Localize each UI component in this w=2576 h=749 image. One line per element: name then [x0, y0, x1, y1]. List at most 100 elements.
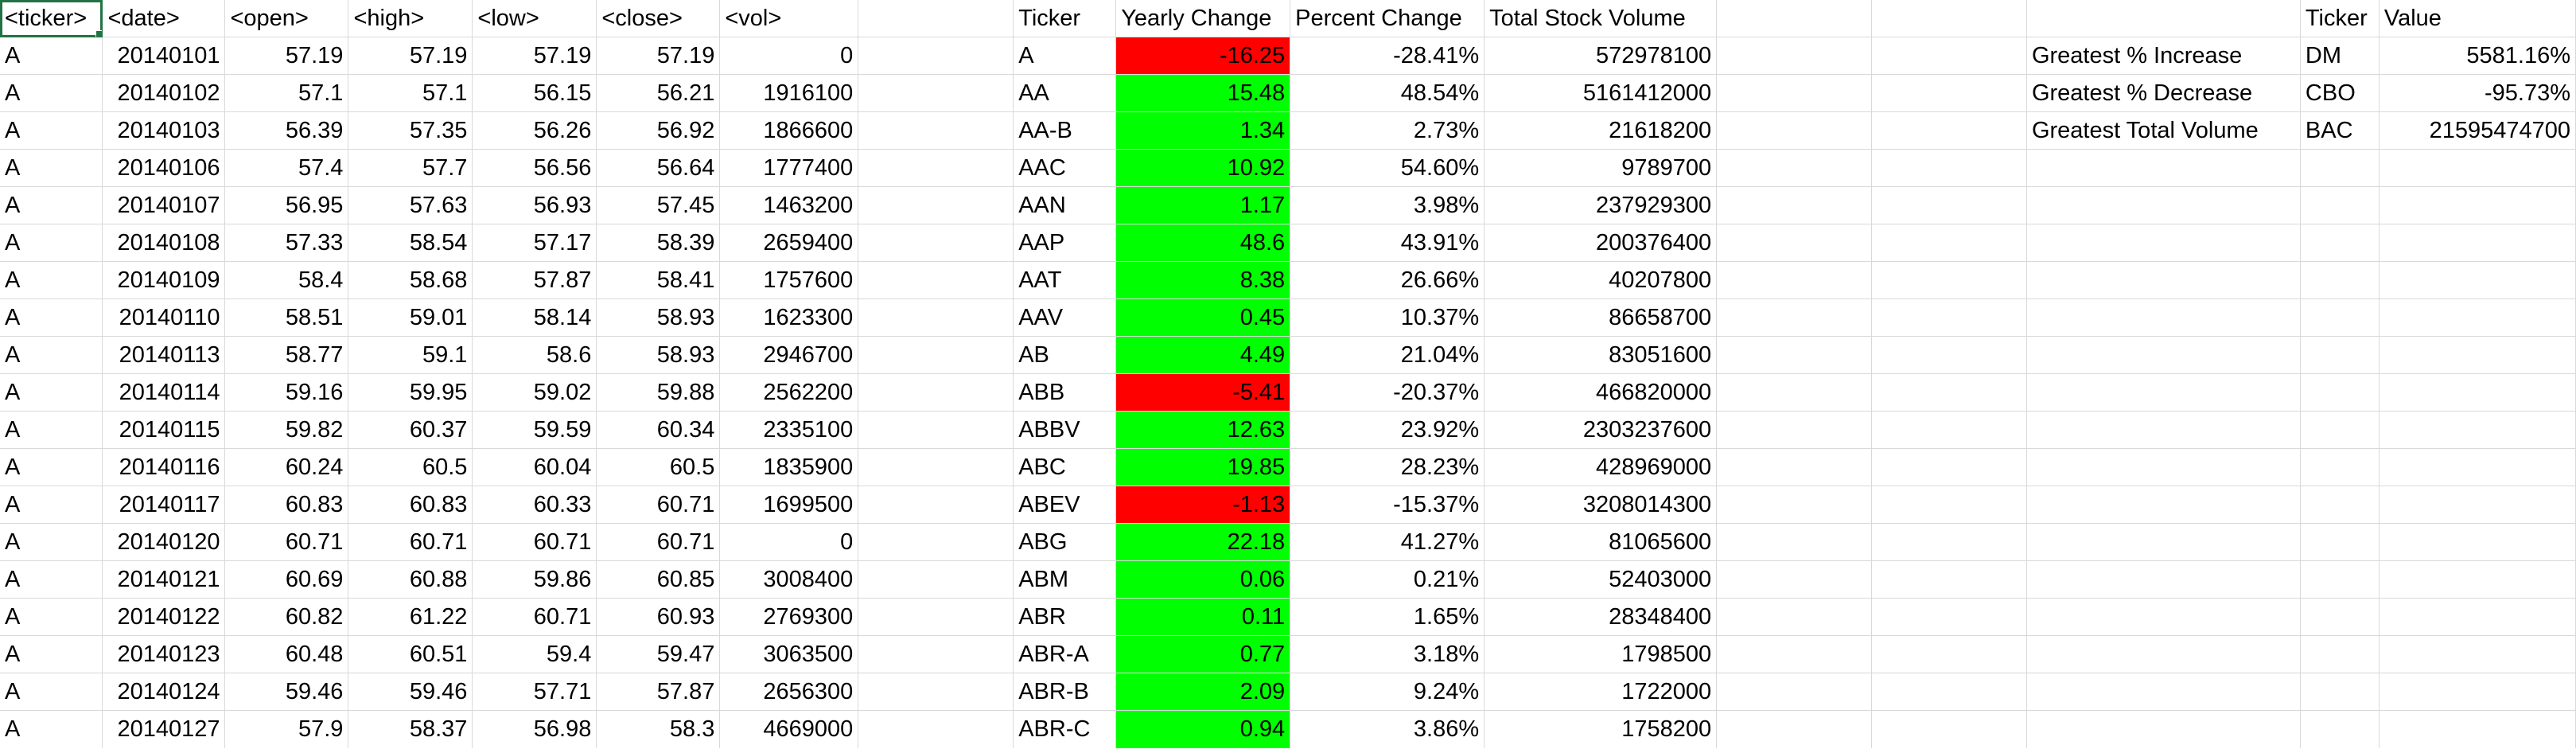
summary-header-cell[interactable]: Total Stock Volume — [1484, 0, 1718, 37]
empty-cell[interactable] — [2026, 486, 2301, 524]
empty-cell[interactable] — [858, 635, 1014, 673]
empty-cell[interactable] — [1871, 523, 2027, 561]
raw-data-cell[interactable]: A — [0, 298, 103, 337]
empty-cell[interactable] — [1716, 635, 1873, 673]
empty-cell[interactable] — [1871, 486, 2027, 524]
empty-cell[interactable] — [858, 186, 1014, 224]
empty-cell[interactable] — [1871, 635, 2027, 673]
raw-data-cell[interactable]: 57.71 — [472, 673, 597, 711]
raw-data-cell[interactable]: 58.93 — [596, 336, 721, 374]
raw-data-cell[interactable]: 58.39 — [596, 224, 721, 262]
raw-data-cell[interactable]: 20140102 — [102, 74, 226, 112]
empty-cell[interactable] — [1871, 448, 2027, 486]
empty-cell[interactable] — [2026, 336, 2301, 374]
raw-data-cell[interactable]: A — [0, 186, 103, 224]
empty-cell[interactable] — [2026, 448, 2301, 486]
empty-cell[interactable] — [2379, 149, 2576, 187]
empty-cell[interactable] — [2379, 560, 2576, 599]
yearly-change-cell[interactable]: 22.18 — [1115, 523, 1291, 561]
empty-cell[interactable] — [858, 37, 1014, 75]
raw-data-cell[interactable]: 60.04 — [472, 448, 597, 486]
total-volume-cell[interactable]: 1722000 — [1484, 673, 1718, 711]
empty-cell[interactable] — [2300, 149, 2379, 187]
yearly-change-cell[interactable]: 2.09 — [1115, 673, 1291, 711]
raw-data-cell[interactable]: 58.3 — [596, 710, 721, 748]
percent-change-cell[interactable]: 21.04% — [1290, 336, 1485, 374]
raw-data-cell[interactable]: 20140106 — [102, 149, 226, 187]
raw-data-cell[interactable]: 20140123 — [102, 635, 226, 673]
greatest-label-cell[interactable]: Greatest Total Volume — [2026, 111, 2301, 150]
empty-cell[interactable] — [1871, 224, 2027, 262]
raw-data-cell[interactable]: A — [0, 74, 103, 112]
empty-cell[interactable] — [858, 523, 1014, 561]
empty-cell[interactable] — [1716, 373, 1873, 412]
raw-data-cell[interactable]: 57.19 — [348, 37, 473, 75]
percent-change-cell[interactable]: 3.86% — [1290, 710, 1485, 748]
greatest-value-cell[interactable]: -95.73% — [2379, 74, 2576, 112]
empty-cell[interactable] — [1716, 111, 1873, 150]
empty-cell[interactable] — [2300, 373, 2379, 412]
raw-data-cell[interactable]: 58.93 — [596, 298, 721, 337]
empty-cell[interactable] — [2300, 673, 2379, 711]
empty-cell[interactable] — [2300, 186, 2379, 224]
empty-cell[interactable] — [1716, 336, 1873, 374]
greatest-ticker-cell[interactable]: BAC — [2300, 111, 2379, 150]
empty-cell[interactable] — [1716, 560, 1873, 599]
raw-data-cell[interactable]: 57.19 — [472, 37, 597, 75]
empty-cell[interactable] — [1871, 111, 2027, 150]
empty-cell[interactable] — [2300, 224, 2379, 262]
empty-cell[interactable] — [1716, 448, 1873, 486]
raw-data-cell[interactable]: 2769300 — [719, 598, 859, 636]
raw-data-cell[interactable]: 1916100 — [719, 74, 859, 112]
greatest-header-cell[interactable]: Ticker — [2300, 0, 2379, 37]
raw-data-cell[interactable]: A — [0, 111, 103, 150]
summary-ticker-cell[interactable]: AAC — [1013, 149, 1117, 187]
summary-ticker-cell[interactable]: ABR-A — [1013, 635, 1117, 673]
summary-ticker-cell[interactable]: AAT — [1013, 261, 1117, 299]
percent-change-cell[interactable]: 26.66% — [1290, 261, 1485, 299]
empty-cell[interactable] — [1871, 74, 2027, 112]
empty-cell[interactable] — [858, 336, 1014, 374]
empty-cell[interactable] — [2379, 186, 2576, 224]
empty-cell[interactable] — [1716, 486, 1873, 524]
raw-data-cell[interactable]: 56.15 — [472, 74, 597, 112]
raw-data-cell[interactable]: 20140127 — [102, 710, 226, 748]
empty-cell[interactable] — [1716, 0, 1873, 37]
raw-data-cell[interactable]: 60.24 — [224, 448, 349, 486]
empty-cell[interactable] — [1716, 74, 1873, 112]
raw-data-cell[interactable]: 59.46 — [224, 673, 349, 711]
empty-cell[interactable] — [858, 111, 1014, 150]
percent-change-cell[interactable]: -20.37% — [1290, 373, 1485, 412]
selected-cell[interactable]: <ticker> — [0, 0, 103, 37]
empty-cell[interactable] — [1871, 37, 2027, 75]
empty-cell[interactable] — [2300, 411, 2379, 449]
empty-cell[interactable] — [2026, 261, 2301, 299]
raw-data-cell[interactable]: 58.68 — [348, 261, 473, 299]
raw-data-cell[interactable]: 2659400 — [719, 224, 859, 262]
raw-data-cell[interactable]: 58.37 — [348, 710, 473, 748]
raw-data-cell[interactable]: 20140101 — [102, 37, 226, 75]
raw-data-cell[interactable]: 60.83 — [224, 486, 349, 524]
empty-cell[interactable] — [2026, 598, 2301, 636]
raw-data-cell[interactable]: 56.56 — [472, 149, 597, 187]
empty-cell[interactable] — [1871, 149, 2027, 187]
empty-cell[interactable] — [2379, 261, 2576, 299]
raw-data-cell[interactable]: 1866600 — [719, 111, 859, 150]
raw-data-cell[interactable]: A — [0, 336, 103, 374]
yearly-change-cell[interactable]: 1.17 — [1115, 186, 1291, 224]
yearly-change-cell[interactable]: 15.48 — [1115, 74, 1291, 112]
empty-cell[interactable] — [2300, 523, 2379, 561]
raw-data-cell[interactable]: 60.48 — [224, 635, 349, 673]
total-volume-cell[interactable]: 572978100 — [1484, 37, 1718, 75]
empty-cell[interactable] — [2379, 224, 2576, 262]
summary-ticker-cell[interactable]: ABEV — [1013, 486, 1117, 524]
yearly-change-cell[interactable]: 0.45 — [1115, 298, 1291, 337]
raw-data-cell[interactable]: 60.82 — [224, 598, 349, 636]
raw-data-cell[interactable]: 59.4 — [472, 635, 597, 673]
raw-data-cell[interactable]: 56.39 — [224, 111, 349, 150]
total-volume-cell[interactable]: 237929300 — [1484, 186, 1718, 224]
yearly-change-cell[interactable]: 0.06 — [1115, 560, 1291, 599]
raw-data-cell[interactable]: 59.02 — [472, 373, 597, 412]
yearly-change-cell[interactable]: 10.92 — [1115, 149, 1291, 187]
raw-data-cell[interactable]: 20140115 — [102, 411, 226, 449]
